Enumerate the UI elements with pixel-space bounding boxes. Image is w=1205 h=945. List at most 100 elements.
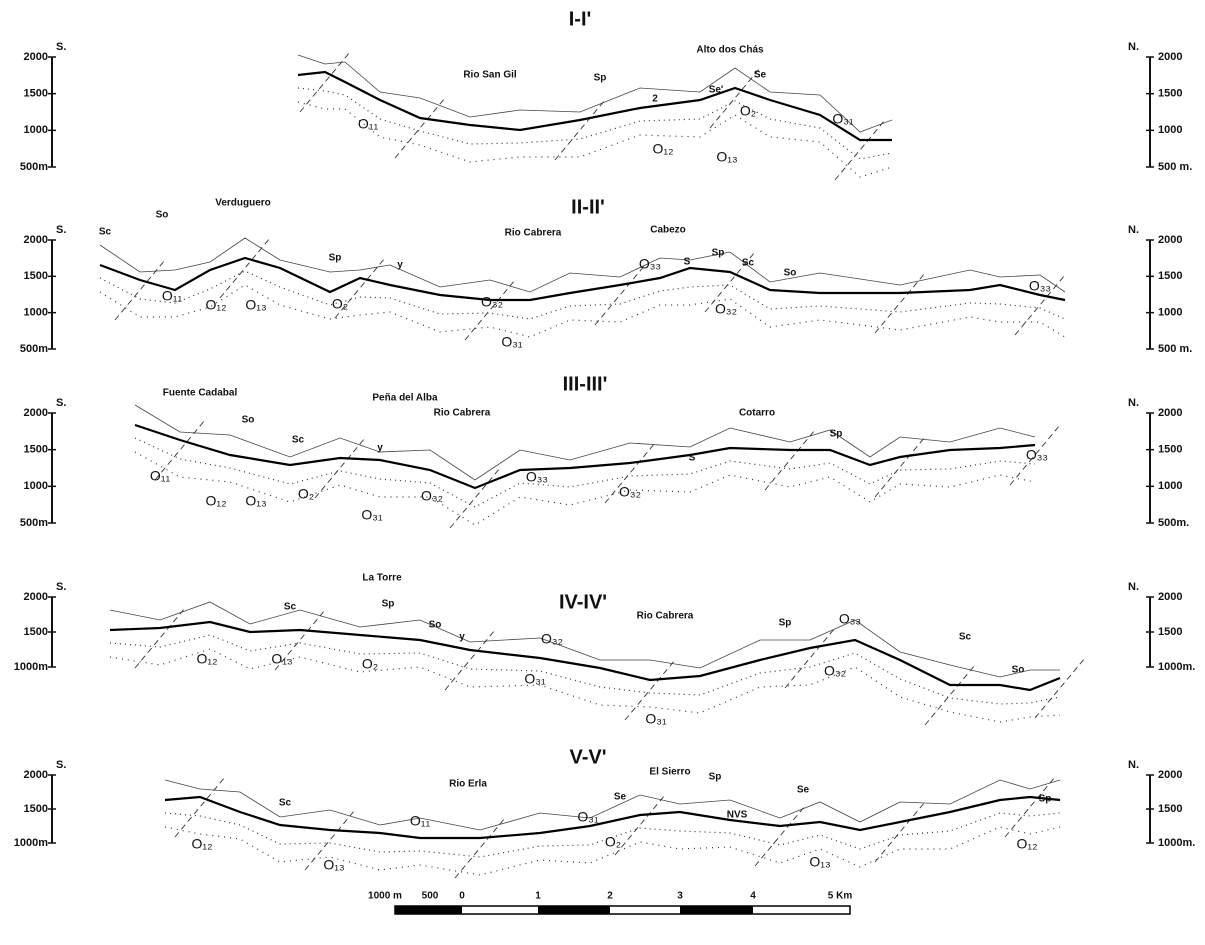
- dotted-bed: [135, 438, 1035, 507]
- label: O₁₃: [716, 149, 737, 165]
- label: O₃₂: [481, 294, 503, 310]
- tick-label: 1000: [1158, 307, 1182, 319]
- tick-label: 1500: [24, 270, 48, 282]
- sky-contour: [100, 238, 1065, 292]
- fault: [395, 98, 445, 158]
- dotted-bed: [298, 102, 892, 177]
- section-title: V-V': [570, 746, 607, 768]
- label: Rio Cabrera: [434, 408, 491, 419]
- label: Sc: [292, 435, 305, 446]
- label: O₂: [740, 103, 756, 119]
- label: y: [377, 443, 383, 454]
- tick-label: 1500: [1158, 88, 1182, 100]
- tick-label: 500m: [20, 161, 48, 173]
- label: O₃₂: [824, 663, 846, 679]
- label: Sp: [830, 429, 843, 440]
- fault: [615, 795, 665, 855]
- scale-label: 4: [750, 891, 756, 902]
- fault: [710, 68, 760, 128]
- tick-label: 1000: [24, 307, 48, 319]
- dotted-bed: [298, 88, 892, 159]
- tick-label: 500 m.: [1158, 343, 1192, 355]
- scale-bar-fill: [395, 906, 462, 914]
- fault: [1005, 777, 1055, 837]
- tick-label: 2000: [24, 407, 48, 419]
- fault: [315, 438, 365, 498]
- fault: [595, 265, 645, 325]
- label: Se': [709, 85, 724, 96]
- sky-contour: [298, 55, 892, 132]
- label: y: [397, 260, 403, 271]
- label: Sc: [284, 602, 297, 613]
- label: O₃₃: [839, 611, 861, 627]
- tick-label: 2000: [24, 51, 48, 63]
- tick-label: 2000: [24, 769, 48, 781]
- tick-label: 2000: [1158, 51, 1182, 63]
- tick-label: 500m.: [1158, 517, 1189, 529]
- label: O₃₁: [361, 507, 383, 523]
- label: O₃₁: [832, 111, 854, 127]
- label: Sc: [279, 798, 292, 809]
- tick-label: 2000: [24, 591, 48, 603]
- fault: [465, 280, 515, 340]
- section-title: II-II': [571, 196, 605, 218]
- label: O₃₂: [541, 631, 563, 647]
- label: So: [784, 268, 797, 279]
- label: O₂: [332, 296, 348, 312]
- label: Fuente Cadabal: [163, 388, 238, 399]
- label: O₃₃: [1029, 278, 1051, 294]
- tick-label: 1500: [24, 626, 48, 638]
- label: O₁₃: [245, 297, 266, 313]
- label: O₃₂: [619, 484, 641, 500]
- label: So: [242, 415, 255, 426]
- dotted-bed: [135, 452, 1035, 525]
- label: Se: [754, 70, 767, 81]
- label: Sp: [779, 618, 792, 629]
- section-title: IV-IV': [559, 591, 607, 613]
- label: So: [429, 620, 442, 631]
- tick-label: 1000m: [14, 837, 48, 849]
- label: El Sierro: [649, 767, 690, 778]
- tick-label: 1500: [24, 88, 48, 100]
- label: Rio Erla: [449, 779, 487, 790]
- fault: [445, 630, 495, 690]
- label: O₁₁: [410, 813, 431, 829]
- label: La Torre: [362, 573, 402, 584]
- label: O₁₂: [1016, 836, 1037, 852]
- dotted-bed: [110, 649, 1060, 722]
- fault: [455, 818, 505, 878]
- tick-label: 1000: [24, 124, 48, 136]
- label: O₃₃: [639, 256, 661, 272]
- label: Se: [797, 785, 810, 796]
- fault: [785, 628, 835, 688]
- scale-label: 5 Km: [828, 891, 853, 902]
- label: O₁₂: [191, 836, 212, 852]
- topographic-profile: [110, 622, 1060, 690]
- label: NVS: [727, 810, 748, 821]
- tick-label: 500 m.: [1158, 161, 1192, 173]
- label: Alto dos Chás: [696, 45, 764, 56]
- fault: [300, 52, 350, 112]
- axis-direction: N.: [1128, 397, 1139, 409]
- label: O₃₂: [421, 488, 443, 504]
- scale-bar-fill: [538, 906, 610, 914]
- tick-label: 1500: [24, 803, 48, 815]
- label: Sp: [712, 248, 725, 259]
- label: O₂: [605, 834, 621, 850]
- tick-label: 2000: [24, 234, 48, 246]
- tick-label: 1000: [1158, 480, 1182, 492]
- scale-label: 1000 m: [368, 891, 402, 902]
- label: Peña del Alba: [372, 393, 438, 404]
- label: O₁₃: [245, 493, 266, 509]
- axis-direction: N.: [1128, 759, 1139, 771]
- fault: [755, 806, 805, 866]
- label: Verduguero: [215, 198, 271, 209]
- label: 2: [652, 94, 658, 105]
- section-title: III-III': [563, 373, 608, 395]
- axis-direction: S.: [56, 581, 66, 593]
- fault: [175, 777, 225, 837]
- label: O₃₁: [501, 334, 523, 350]
- label: O₁₁: [150, 468, 171, 484]
- label: O₃₃: [526, 469, 548, 485]
- sky-contour: [165, 780, 1060, 830]
